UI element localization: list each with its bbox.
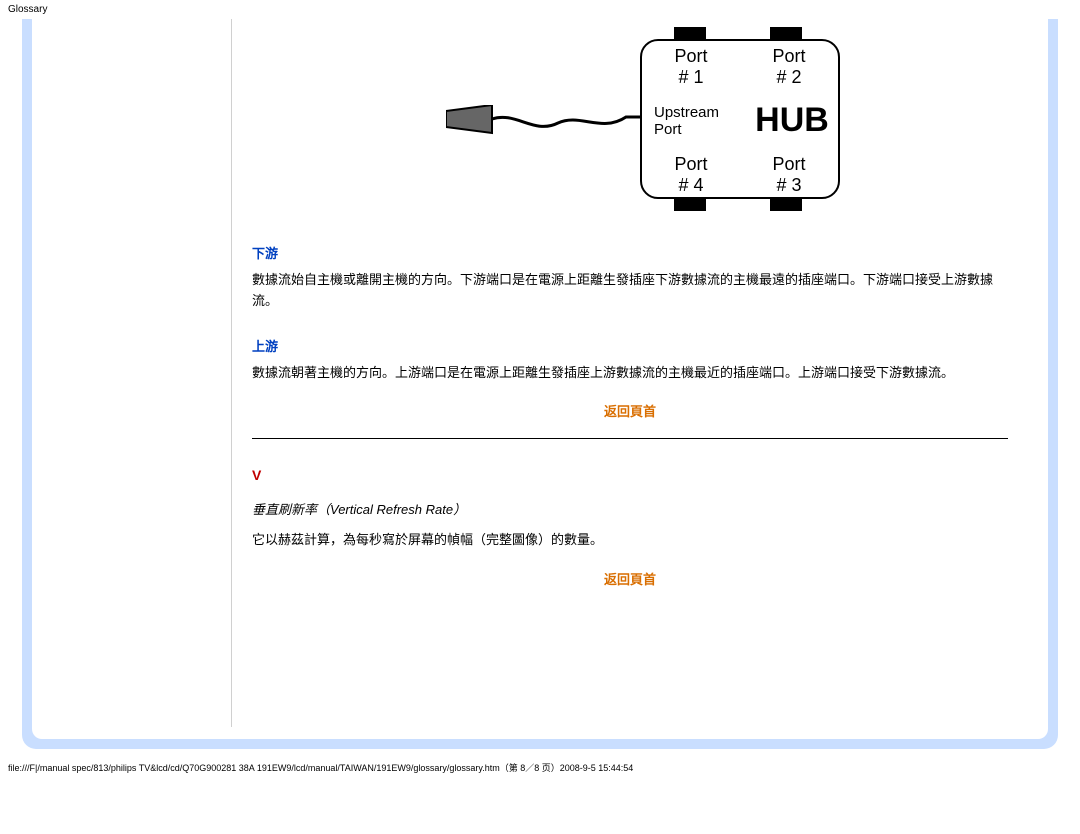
back-to-top-link-1[interactable]: 返回頁首 (604, 404, 656, 419)
hub-row-top: Port # 1 Port # 2 (642, 41, 838, 93)
hub-port-2: Port # 2 (740, 41, 838, 93)
section-letter-v: V (252, 467, 1008, 483)
downstream-heading: 下游 (252, 243, 1008, 262)
hub-row-mid: Upstream Port HUB (642, 93, 838, 149)
hub-upstream-line1: Upstream (654, 104, 719, 121)
vertical-refresh-text: 它以赫茲計算，為每秒寫於屏幕的幀幅（完整圖像）的數量。 (252, 530, 1008, 551)
upstream-text: 數據流朝著主機的方向。上游端口是在電源上距離生發插座上游數據流的主機最近的插座端… (252, 363, 1008, 384)
cable-icon (492, 117, 644, 126)
section-divider (252, 438, 1008, 439)
back-to-top-1: 返回頁首 (252, 401, 1008, 420)
back-to-top-link-2[interactable]: 返回頁首 (604, 572, 656, 587)
hub-port-1-num: # 1 (678, 67, 703, 88)
header-title: Glossary (8, 4, 47, 15)
page-wrapper: Port # 1 Port # 2 Upstream Port (0, 19, 1080, 749)
hub-port-3: Port # 3 (740, 149, 838, 201)
upstream-cable-icon (446, 105, 646, 155)
hub-box: Port # 1 Port # 2 Upstream Port (640, 39, 840, 199)
hub-port-1: Port # 1 (642, 41, 740, 93)
page-header: Glossary (0, 0, 1080, 19)
hub-diagram: Port # 1 Port # 2 Upstream Port (400, 19, 860, 219)
hub-main-label: HUB (746, 101, 838, 140)
hub-port-4-label: Port (674, 154, 707, 175)
vertical-refresh-title: 垂直刷新率（Vertical Refresh Rate） (252, 499, 1008, 518)
hub-upstream-line2: Port (654, 121, 682, 138)
hub-port-2-label: Port (772, 46, 805, 67)
footer-path: file:///F|/manual spec/813/philips TV&lc… (0, 749, 1080, 778)
upstream-heading: 上游 (252, 336, 1008, 355)
hub-port-3-label: Port (772, 154, 805, 175)
plug-icon (446, 105, 492, 133)
hub-port-3-num: # 3 (776, 175, 801, 196)
content-panel: Port # 1 Port # 2 Upstream Port (32, 19, 1048, 739)
left-gutter (32, 19, 232, 727)
hub-upstream-port-label: Upstream Port (642, 104, 746, 139)
hub-port-2-num: # 2 (776, 67, 801, 88)
downstream-text: 數據流始自主機或離開主機的方向。下游端口是在電源上距離生發插座下游數據流的主機最… (252, 270, 1008, 312)
hub-port-1-label: Port (674, 46, 707, 67)
blue-frame: Port # 1 Port # 2 Upstream Port (22, 19, 1058, 749)
main-column: Port # 1 Port # 2 Upstream Port (252, 19, 1008, 646)
hub-port-4-num: # 4 (678, 175, 703, 196)
back-to-top-2: 返回頁首 (252, 569, 1008, 588)
hub-row-bottom: Port # 4 Port # 3 (642, 149, 838, 201)
hub-port-4: Port # 4 (642, 149, 740, 201)
